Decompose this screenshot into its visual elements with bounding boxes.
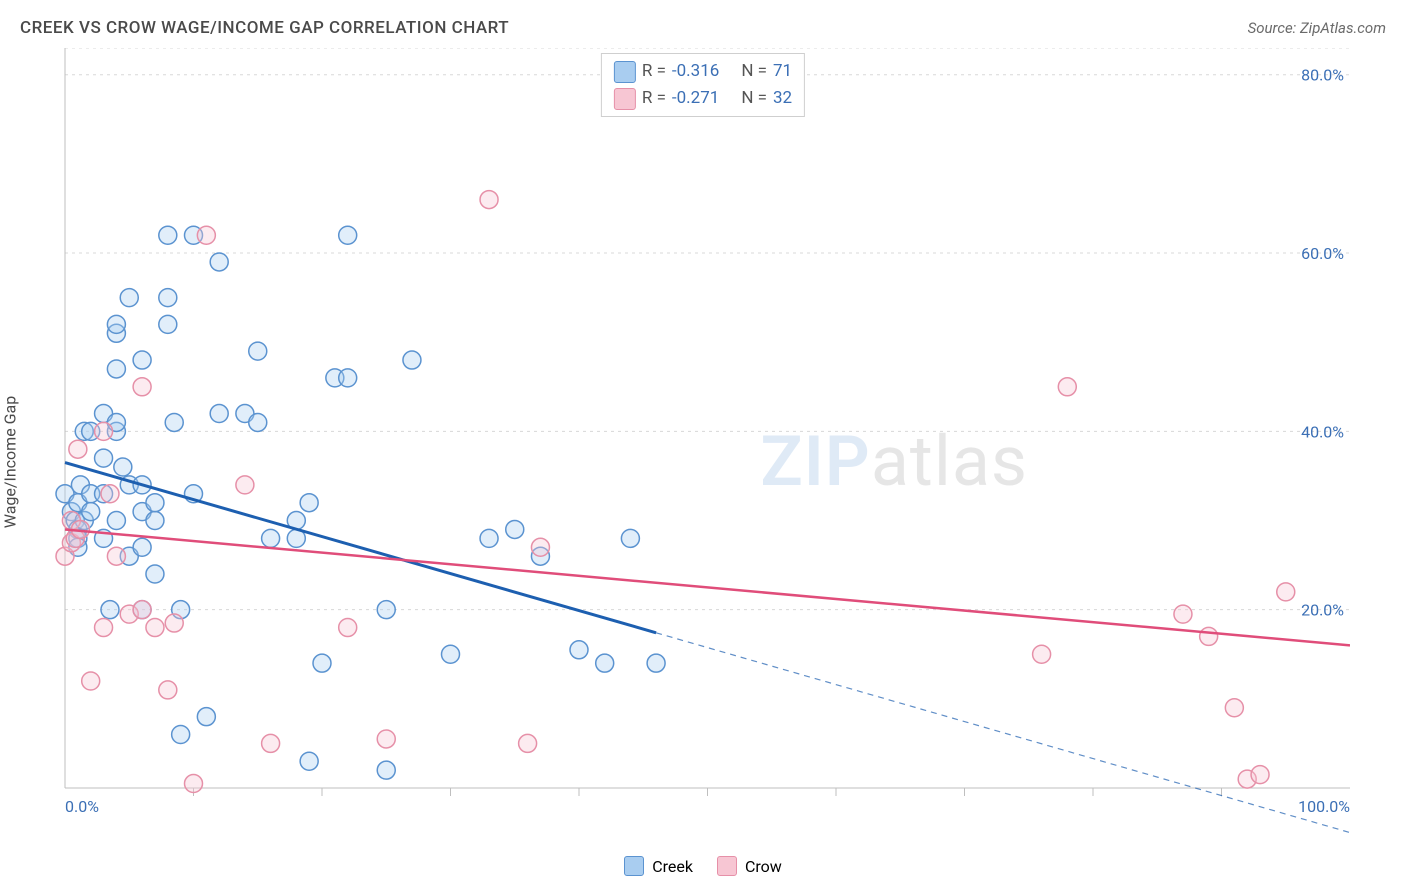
legend-item-crow: Crow <box>717 856 782 876</box>
legend-n-value-crow: 32 <box>773 85 792 112</box>
svg-text:20.0%: 20.0% <box>1301 601 1344 620</box>
legend-r-value-crow: -0.271 <box>672 85 719 112</box>
legend-swatch-creek <box>624 856 644 876</box>
svg-text:0.0%: 0.0% <box>65 797 99 816</box>
svg-text:80.0%: 80.0% <box>1301 66 1344 85</box>
legend-r-label: R = <box>642 58 666 85</box>
legend-n-value-creek: 71 <box>773 58 792 85</box>
legend-r-label: R = <box>642 85 666 112</box>
legend-stats-row: R = -0.271 N = 32 <box>614 85 792 112</box>
legend-r-value-creek: -0.316 <box>672 58 719 85</box>
y-axis-label: Wage/Income Gap <box>1 396 20 528</box>
svg-text:40.0%: 40.0% <box>1301 422 1344 441</box>
chart-source: Source: ZipAtlas.com <box>1248 19 1386 37</box>
legend-n-label: N = <box>741 85 767 112</box>
legend-n-label: N = <box>741 58 767 85</box>
legend-label-creek: Creek <box>652 857 693 876</box>
legend-stats: R = -0.316 N = 71 R = -0.271 N = 32 <box>601 53 805 117</box>
scatter-chart: 20.0% 40.0% 60.0% 80.0% 0.0% 100.0% <box>20 48 1350 848</box>
chart-title: CREEK VS CROW WAGE/INCOME GAP CORRELATIO… <box>20 18 509 38</box>
svg-text:100.0%: 100.0% <box>1298 797 1350 816</box>
legend-swatch-crow <box>614 88 636 110</box>
svg-text:60.0%: 60.0% <box>1301 244 1344 263</box>
legend-label-crow: Crow <box>745 857 782 876</box>
legend-swatch-crow <box>717 856 737 876</box>
chart-header: CREEK VS CROW WAGE/INCOME GAP CORRELATIO… <box>0 0 1406 48</box>
chart-container: Wage/Income Gap R = -0.316 N = 71 R = -0… <box>20 48 1386 876</box>
legend-stats-row: R = -0.316 N = 71 <box>614 58 792 85</box>
legend-item-creek: Creek <box>624 856 693 876</box>
legend-swatch-creek <box>614 61 636 83</box>
legend-series: Creek Crow <box>20 848 1386 876</box>
